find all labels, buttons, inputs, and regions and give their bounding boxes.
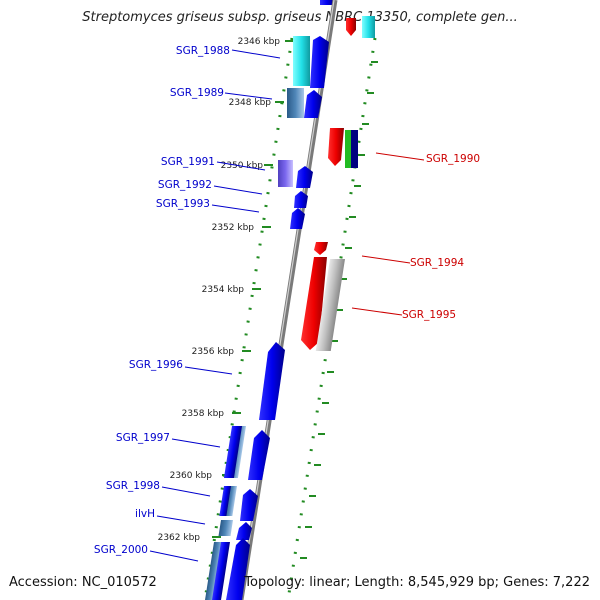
gene-arrow-sgr-1991 bbox=[296, 166, 313, 188]
gene-leader-sgr-1990 bbox=[375, 152, 425, 161]
gene-leader-sgr-1988 bbox=[231, 49, 281, 59]
steel-feature-2000 bbox=[205, 542, 223, 600]
outer-tick-marks bbox=[300, 61, 378, 559]
kbp-tick-label: 2360 kbp bbox=[170, 471, 213, 481]
gene-label-sgr-1992: SGR_1992 bbox=[158, 179, 212, 191]
gene-leader-sgr-1995 bbox=[351, 307, 403, 316]
gene-leader-sgr-1992 bbox=[213, 185, 263, 195]
gene-leader-sgr-1989 bbox=[224, 92, 273, 100]
gene-leader-sgr-1991 bbox=[216, 161, 266, 171]
kbp-tick-label: 2346 kbp bbox=[238, 37, 281, 47]
partial-gene-top bbox=[320, 0, 334, 5]
green-feature-1990 bbox=[345, 130, 351, 168]
gene-arrow-sgr-1994 bbox=[314, 242, 328, 255]
gene-arrow-sgr-1998 bbox=[240, 489, 258, 521]
cyan-feature-1988 bbox=[293, 36, 310, 86]
gene-label-sgr-1990: SGR_1990 bbox=[426, 153, 480, 165]
kbp-tick-label: 2356 kbp bbox=[192, 347, 235, 357]
gene-leader-sgr-1997 bbox=[171, 438, 221, 448]
kbp-tick-label: 2358 kbp bbox=[182, 409, 225, 419]
partial-reverse-gene-top bbox=[346, 18, 356, 36]
gene-arrow-sgr-1995 bbox=[301, 257, 327, 350]
gene-arrow-sgr-1996 bbox=[259, 342, 285, 420]
gene-label-sgr-1991: SGR_1991 bbox=[161, 156, 215, 168]
gene-leader-sgr-1993 bbox=[211, 204, 260, 213]
gene-arrow-sgr-1989 bbox=[304, 90, 322, 118]
genome-summary-text: Topology: linear; Length: 8,545,929 bp; … bbox=[244, 575, 590, 590]
violet-feature-1991 bbox=[278, 160, 293, 187]
gene-leader-sgr-1994 bbox=[361, 255, 411, 264]
navy-feature-1990 bbox=[351, 130, 358, 168]
gene-label-sgr-1997: SGR_1997 bbox=[116, 432, 170, 444]
gene-label-sgr-1988: SGR_1988 bbox=[176, 45, 230, 57]
gene-arrow-sgr-1990 bbox=[328, 128, 344, 166]
gene-arrow-sgr-2000 bbox=[226, 538, 250, 600]
gene-label-sgr-1998: SGR_1998 bbox=[106, 480, 160, 492]
gene-leader-sgr-1998 bbox=[161, 486, 211, 497]
kbp-tick-label: 2362 kbp bbox=[158, 533, 201, 543]
gene-label-sgr-1994: SGR_1994 bbox=[410, 257, 464, 269]
gene-arrow-sgr-1988 bbox=[310, 36, 329, 88]
partial-cyan-feature-top bbox=[362, 16, 375, 38]
gene-arrow-sgr-1998-body bbox=[219, 486, 231, 516]
kbp-tick-label: 2348 kbp bbox=[229, 98, 272, 108]
gene-label-ilvh: ilvH bbox=[135, 508, 155, 520]
gene-label-sgr-1989: SGR_1989 bbox=[170, 87, 224, 99]
gene-label-sgr-1995: SGR_1995 bbox=[402, 309, 456, 321]
kbp-tick-label: 2354 kbp bbox=[202, 285, 245, 295]
kbp-tick-label: 2352 kbp bbox=[212, 223, 255, 233]
gene-arrow-sgr-1997-body bbox=[223, 426, 242, 478]
gene-label-sgr-1993: SGR_1993 bbox=[156, 198, 210, 210]
steel-feature-ilvh bbox=[218, 520, 233, 536]
accession-text: Accession: NC_010572 bbox=[9, 575, 157, 590]
gene-label-sgr-2000: SGR_2000 bbox=[94, 544, 148, 556]
gene-arrow-ilvh bbox=[236, 522, 252, 540]
gene-arrow-sgr-1992 bbox=[294, 191, 308, 208]
gene-leader-sgr-1996 bbox=[184, 366, 233, 375]
gene-arrow-sgr-2000-body bbox=[212, 542, 230, 600]
gene-arrow-sgr-1997 bbox=[248, 430, 270, 480]
gene-label-sgr-1996: SGR_1996 bbox=[129, 359, 183, 371]
gene-arrow-sgr-1993 bbox=[290, 208, 305, 229]
gene-leader-ilvh bbox=[156, 515, 206, 525]
gene-leader-sgr-2000 bbox=[149, 550, 199, 562]
map-title: Streptomyces griseus subsp. griseus NBRC… bbox=[82, 10, 518, 25]
grey-feature-1995 bbox=[315, 259, 345, 351]
steel-feature-1989 bbox=[287, 88, 304, 118]
